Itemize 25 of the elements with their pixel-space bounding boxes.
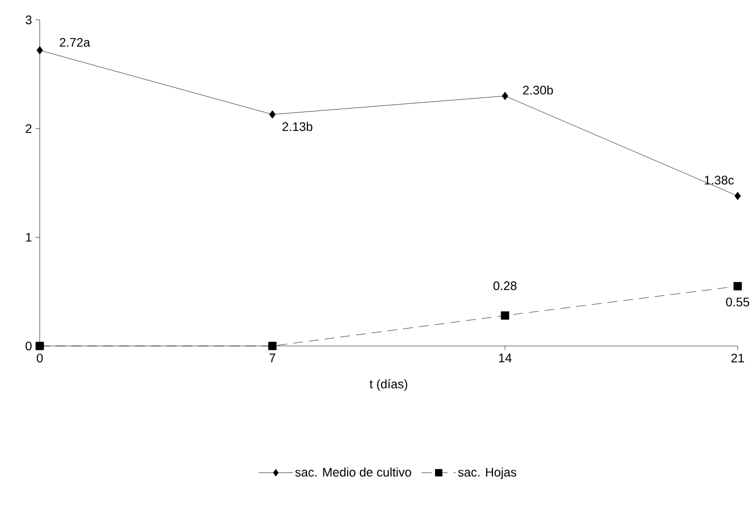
- y-tick-label: 0: [26, 342, 32, 350]
- data-label: 0.55: [726, 298, 750, 306]
- y-tick-label: 2: [26, 124, 32, 133]
- point: [733, 282, 742, 290]
- y-tick-label: 3: [26, 16, 32, 24]
- point: [36, 342, 44, 350]
- point: [268, 342, 277, 350]
- point: [734, 192, 741, 200]
- data-label: 1.38c: [704, 176, 734, 185]
- x-tick-label: 14: [499, 354, 512, 362]
- y-tick-label: 1: [26, 233, 32, 242]
- data-label: 0.28: [493, 281, 517, 290]
- x-tick-label: 21: [731, 354, 744, 362]
- data-label: 2.30b: [523, 85, 553, 95]
- x-tick-label: 7: [270, 354, 276, 362]
- point: [269, 110, 276, 119]
- x-tick-label: 0: [36, 354, 43, 362]
- legend-label: sac. Hojas: [458, 468, 516, 480]
- point: [500, 311, 510, 320]
- data-label: 2.72a: [60, 38, 90, 47]
- legend-label: sac. Medio de cultivo: [295, 468, 412, 477]
- x-axis-title: t (días): [370, 379, 408, 391]
- point: [502, 92, 508, 100]
- point: [36, 46, 43, 54]
- data-label: 2.13b: [282, 122, 312, 132]
